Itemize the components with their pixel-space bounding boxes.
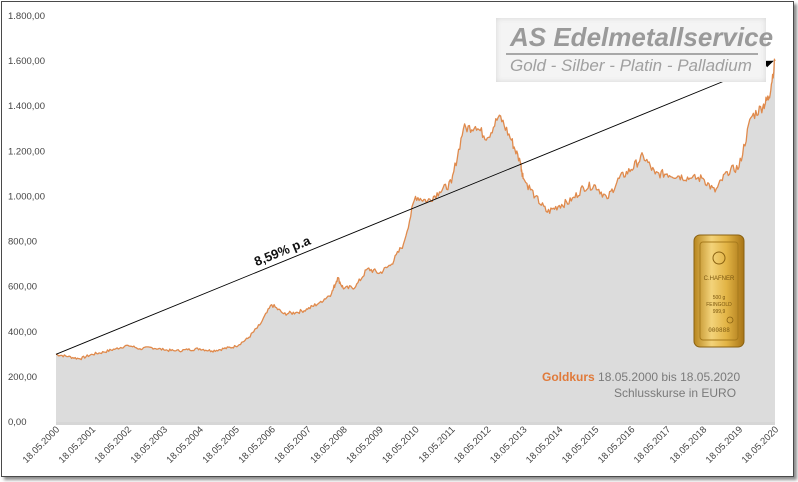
- x-tick-label: 18.05.2018: [668, 424, 709, 465]
- x-tick-label: 18.05.2015: [560, 424, 601, 465]
- y-tick-label: 800,00: [8, 237, 37, 248]
- x-tick-label: 18.05.2014: [524, 424, 565, 465]
- x-tick-label: 18.05.2000: [21, 424, 62, 465]
- y-tick-label: 1.400,00: [8, 101, 45, 112]
- series-area: [56, 59, 775, 422]
- bar-fine-text: FEINGOLD: [706, 302, 732, 308]
- y-tick-label: 200,00: [8, 372, 37, 383]
- series-line-goldkurs: [55, 58, 776, 361]
- x-tick-label: 18.05.2010: [380, 424, 421, 465]
- x-tick-label: 18.05.2011: [417, 424, 458, 465]
- x-tick-label: 18.05.2005: [200, 424, 241, 465]
- logo-divider: [506, 53, 758, 55]
- x-tick-label: 18.05.2004: [165, 424, 206, 465]
- caption-note: Schlusskurse in EURO: [614, 386, 737, 400]
- x-tick-label: 18.05.2001: [57, 424, 98, 465]
- gold-price-chart: 8,59% p.a 0,00 200,00 400,00 600,00 800,00 1.…: [8, 11, 781, 466]
- x-tick-label: 18.05.2017: [632, 424, 673, 465]
- x-tick-label: 18.05.2003: [129, 424, 170, 465]
- logo-title: AS Edelmetallservice: [510, 22, 774, 52]
- x-tick-label: 18.05.2009: [344, 424, 385, 465]
- x-tick-label: 18.05.2012: [452, 424, 493, 465]
- bar-purity-text: 999,9: [713, 309, 726, 315]
- gold-bar-image: C.HAFNER 500 g FEINGOLD 999,9 000888: [693, 234, 745, 348]
- x-tick-label: 18.05.2008: [308, 424, 349, 465]
- y-tick-label: 1.800,00: [8, 11, 45, 22]
- bar-maker-text: C.HAFNER: [704, 276, 735, 282]
- y-tick-label: 400,00: [8, 327, 37, 338]
- bar-serial-text: 000888: [708, 327, 730, 334]
- brand-logo: AS Edelmetallservice Gold - Silber - Pla…: [496, 18, 773, 82]
- x-tick-label: 18.05.2013: [488, 424, 529, 465]
- y-tick-label: 1.000,00: [8, 191, 45, 202]
- x-tick-label: 18.05.2020: [740, 424, 781, 465]
- trend-arrow: [55, 60, 774, 355]
- y-tick-label: 1.200,00: [8, 146, 45, 157]
- bar-weight-text: 500 g: [713, 295, 726, 301]
- x-tick-label: 18.05.2019: [704, 424, 745, 465]
- caption-line1: Goldkurs 18.05.2000 bis 18.05.2020: [542, 370, 782, 384]
- x-tick-label: 18.05.2006: [236, 424, 277, 465]
- x-tick-label: 18.05.2007: [272, 424, 313, 465]
- logo-subtitle: Gold - Silber - Platin - Palladium: [510, 56, 752, 75]
- y-tick-label: 600,00: [8, 282, 37, 293]
- y-tick-label: 0,00: [8, 417, 27, 428]
- caption-brand: Goldkurs: [542, 370, 595, 384]
- chart-caption: Goldkurs 18.05.2000 bis 18.05.2020 Schlu…: [542, 370, 782, 400]
- trend-label: 8,59% p.a: [252, 232, 313, 269]
- x-tick-label: 18.05.2016: [596, 424, 637, 465]
- y-tick-label: 1.600,00: [8, 56, 45, 67]
- x-tick-label: 18.05.2002: [93, 424, 134, 465]
- caption-range: 18.05.2000 bis 18.05.2020: [598, 370, 741, 384]
